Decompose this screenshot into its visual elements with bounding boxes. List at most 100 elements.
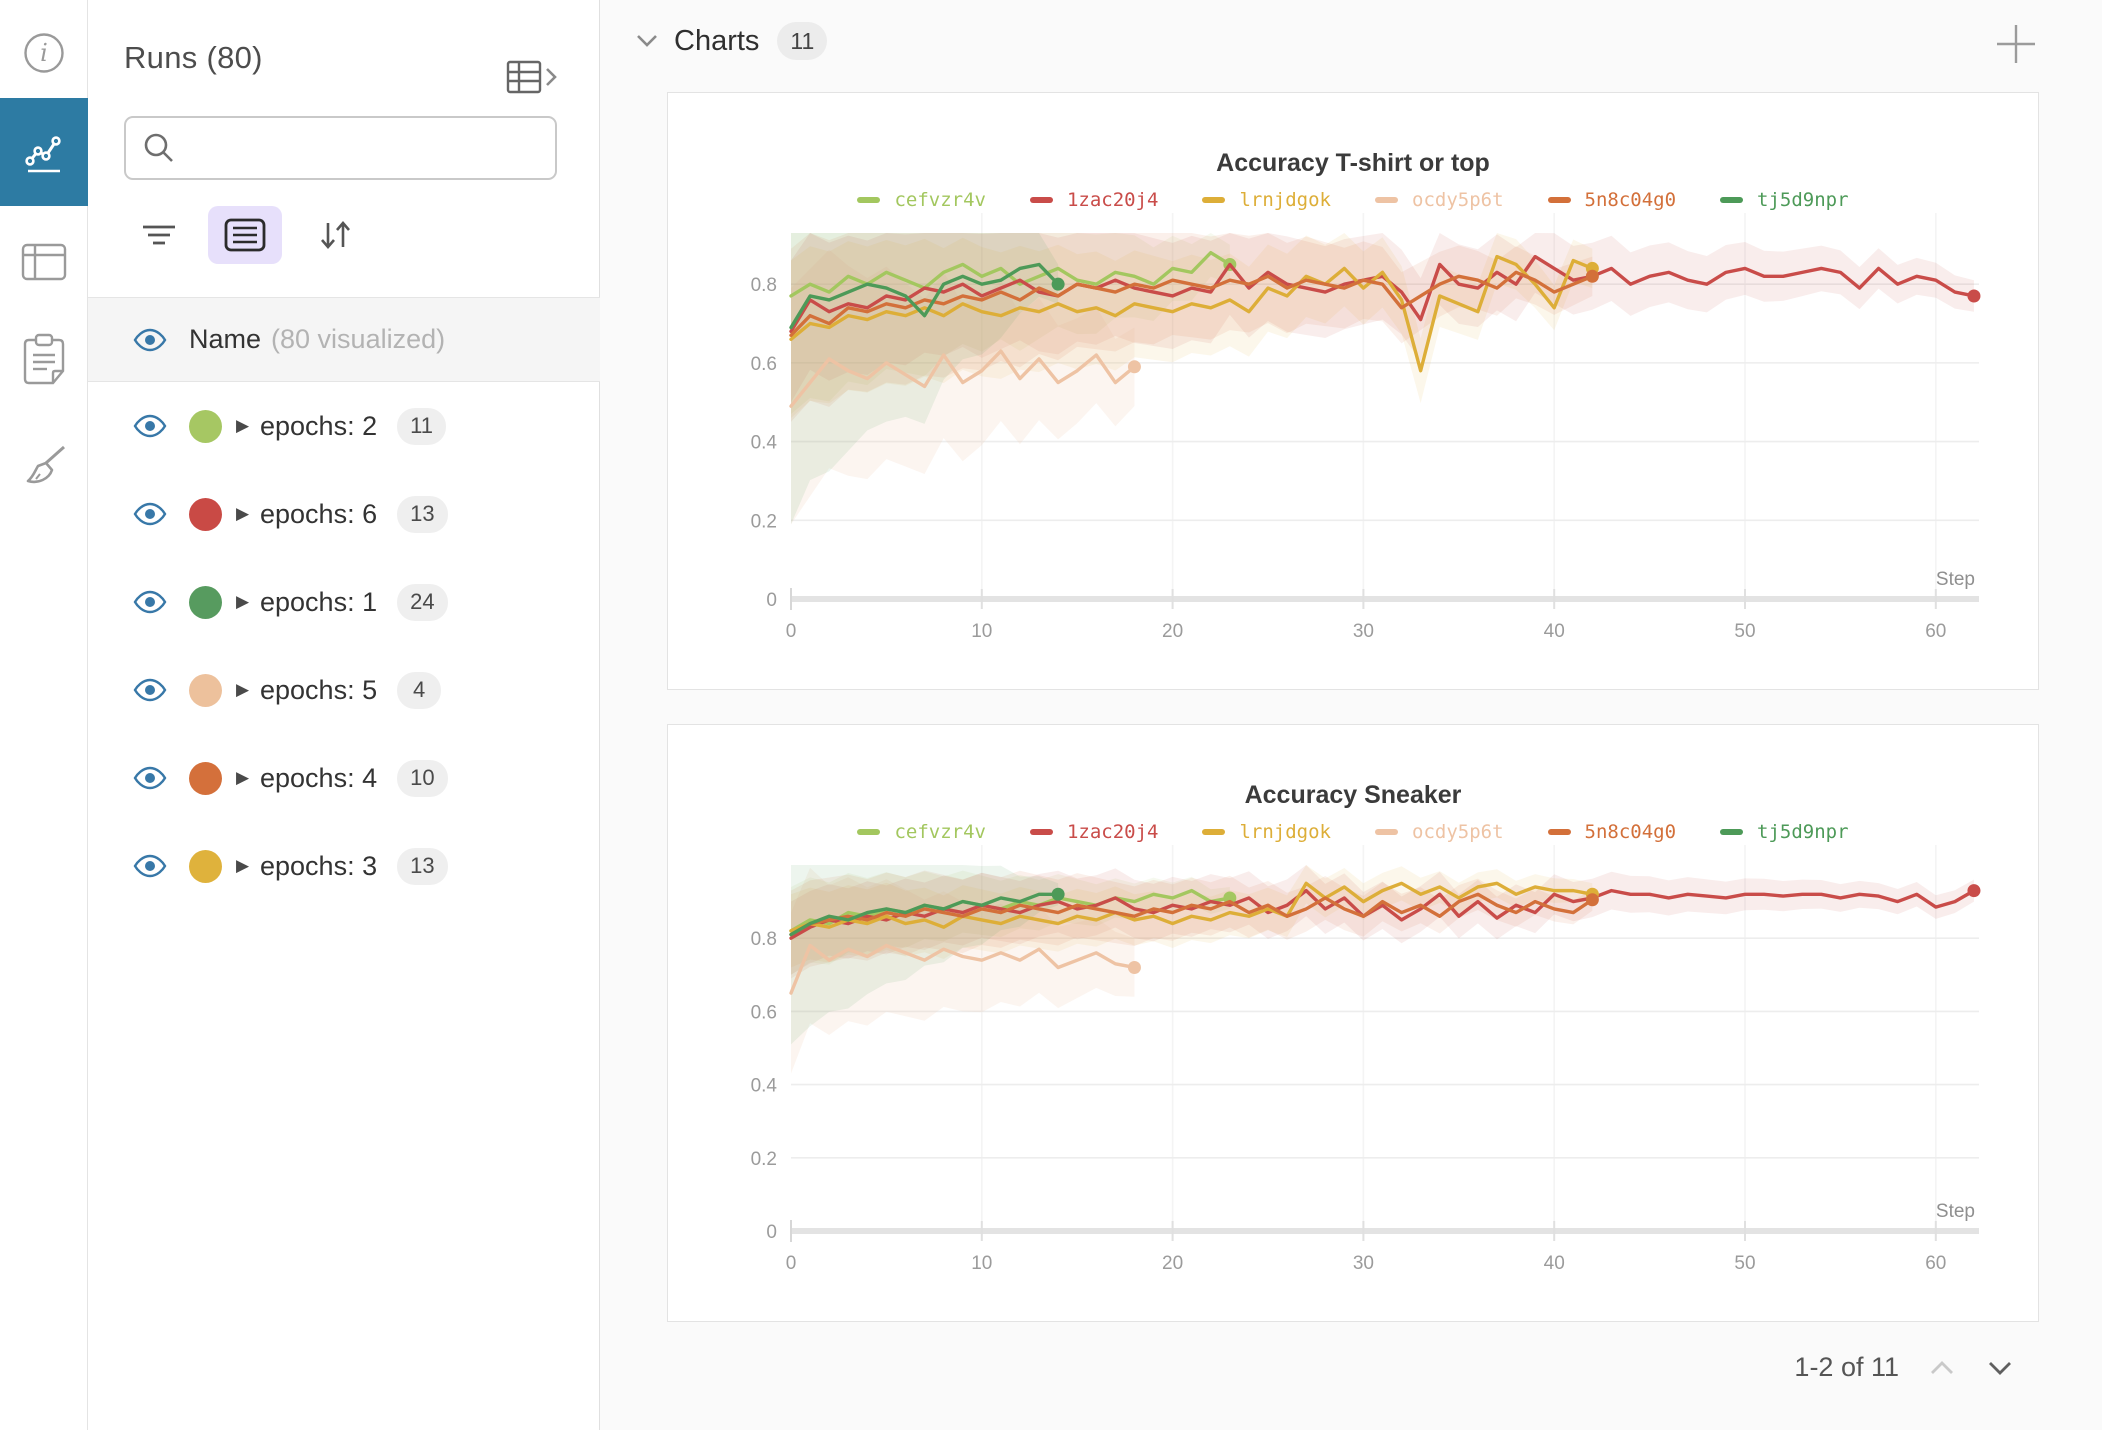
legend-run-id: 1zac20j4 bbox=[1066, 821, 1159, 843]
legend-item[interactable]: cefvzr4v bbox=[857, 821, 986, 843]
run-count-badge: 24 bbox=[397, 583, 448, 621]
run-color-dot bbox=[189, 585, 222, 619]
sweep-brush-icon[interactable] bbox=[0, 432, 88, 502]
legend-dash bbox=[1029, 829, 1053, 835]
svg-text:0.6: 0.6 bbox=[751, 1002, 777, 1023]
page-up-icon[interactable] bbox=[1927, 1359, 1957, 1377]
sort-icon[interactable] bbox=[300, 218, 370, 252]
svg-text:Step: Step bbox=[1936, 1201, 1975, 1222]
legend-run-id: 5n8c04g0 bbox=[1584, 189, 1677, 211]
run-count-badge: 13 bbox=[397, 847, 448, 885]
svg-text:0.2: 0.2 bbox=[751, 1149, 777, 1170]
svg-text:0: 0 bbox=[786, 621, 797, 642]
expand-caret-icon[interactable]: ▶ bbox=[236, 768, 250, 787]
eye-icon[interactable] bbox=[133, 328, 167, 352]
expand-table-icon[interactable] bbox=[506, 60, 558, 101]
legend-item[interactable]: lrnjdgok bbox=[1202, 821, 1331, 843]
svg-text:0: 0 bbox=[766, 1222, 777, 1243]
list-view-icon bbox=[224, 218, 266, 252]
expand-caret-icon[interactable]: ▶ bbox=[236, 504, 250, 523]
svg-text:30: 30 bbox=[1353, 621, 1374, 642]
legend-dash bbox=[1375, 829, 1398, 835]
chevron-down-icon[interactable] bbox=[634, 32, 660, 50]
info-icon[interactable]: i bbox=[0, 30, 88, 76]
chart-panel-card[interactable]: Accuracy T-shirt or top cefvzr4v 1zac20j4… bbox=[667, 92, 2039, 690]
legend-item[interactable]: 1zac20j4 bbox=[1029, 821, 1159, 843]
eye-icon[interactable] bbox=[133, 414, 167, 438]
eye-icon[interactable] bbox=[133, 678, 167, 702]
run-group-label: epochs: 5 bbox=[260, 674, 378, 705]
run-group-row[interactable]: ▶ epochs: 3 13 bbox=[88, 822, 600, 910]
run-color-dot bbox=[189, 849, 222, 883]
svg-text:50: 50 bbox=[1734, 1253, 1755, 1274]
expand-caret-icon[interactable]: ▶ bbox=[236, 416, 250, 435]
run-search-input[interactable] bbox=[188, 134, 555, 162]
eye-icon[interactable] bbox=[133, 854, 167, 878]
legend-run-id: 1zac20j4 bbox=[1066, 189, 1159, 211]
chart-legend: cefvzr4v 1zac20j4 lrnjdgok ocdy5p6t 5n8c04g0… bbox=[668, 189, 2038, 211]
eye-icon[interactable] bbox=[133, 766, 167, 790]
legend-item[interactable]: 5n8c04g0 bbox=[1547, 821, 1677, 843]
legend-run-id: 5n8c04g0 bbox=[1584, 821, 1677, 843]
svg-text:0: 0 bbox=[766, 590, 777, 611]
list-view-toggle[interactable] bbox=[208, 206, 282, 264]
run-group-label: epochs: 4 bbox=[260, 762, 378, 793]
legend-dash bbox=[1029, 197, 1053, 203]
svg-text:10: 10 bbox=[971, 621, 992, 642]
runs-list-header[interactable]: Name (80 visualized) bbox=[88, 297, 600, 382]
svg-text:40: 40 bbox=[1544, 1253, 1565, 1274]
eye-icon[interactable] bbox=[133, 590, 167, 614]
legend-item[interactable]: ocdy5p6t bbox=[1375, 821, 1504, 843]
runs-list: ▶ epochs: 2 11 ▶ epochs: 6 13 ▶ epochs: … bbox=[88, 382, 600, 910]
legend-item[interactable]: 1zac20j4 bbox=[1029, 189, 1159, 211]
run-group-row[interactable]: ▶ epochs: 1 24 bbox=[88, 558, 600, 646]
page-down-icon[interactable] bbox=[1985, 1359, 2015, 1377]
notes-icon[interactable] bbox=[0, 328, 88, 392]
expand-caret-icon[interactable]: ▶ bbox=[236, 856, 250, 875]
legend-dash bbox=[1375, 197, 1398, 203]
svg-text:i: i bbox=[40, 39, 48, 67]
svg-text:0.8: 0.8 bbox=[751, 929, 777, 950]
legend-item[interactable]: ocdy5p6t bbox=[1375, 189, 1504, 211]
charts-section-header[interactable]: Charts 11 bbox=[634, 22, 828, 60]
legend-item[interactable]: lrnjdgok bbox=[1202, 189, 1331, 211]
legend-run-id: lrnjdgok bbox=[1239, 189, 1331, 211]
svg-text:0.4: 0.4 bbox=[751, 1076, 778, 1097]
svg-text:Step: Step bbox=[1936, 569, 1975, 590]
run-group-label: epochs: 6 bbox=[260, 498, 378, 529]
legend-run-id: tj5d9npr bbox=[1757, 189, 1849, 211]
svg-text:60: 60 bbox=[1925, 1253, 1946, 1274]
legend-dash bbox=[1202, 829, 1226, 835]
run-group-row[interactable]: ▶ epochs: 5 4 bbox=[88, 646, 600, 734]
workspace-charts-icon[interactable] bbox=[0, 98, 88, 206]
filter-icon[interactable] bbox=[124, 220, 194, 250]
eye-icon[interactable] bbox=[133, 502, 167, 526]
svg-text:60: 60 bbox=[1925, 621, 1946, 642]
legend-item[interactable]: tj5d9npr bbox=[1720, 189, 1849, 211]
charts-count-badge: 11 bbox=[777, 22, 828, 60]
run-group-label: epochs: 3 bbox=[260, 850, 378, 881]
run-group-row[interactable]: ▶ epochs: 6 13 bbox=[88, 470, 600, 558]
runs-table-icon[interactable] bbox=[0, 238, 88, 288]
run-color-dot bbox=[189, 673, 222, 707]
expand-caret-icon[interactable]: ▶ bbox=[236, 680, 250, 699]
legend-item[interactable]: 5n8c04g0 bbox=[1547, 189, 1677, 211]
list-header-visualized: (80 visualized) bbox=[271, 324, 446, 354]
legend-run-id: tj5d9npr bbox=[1757, 821, 1849, 843]
legend-dash bbox=[857, 829, 881, 835]
run-count-badge: 4 bbox=[397, 671, 442, 709]
run-group-row[interactable]: ▶ epochs: 2 11 bbox=[88, 382, 600, 470]
run-count-badge: 11 bbox=[397, 407, 446, 445]
run-search-box[interactable] bbox=[124, 116, 557, 180]
legend-dash bbox=[1547, 197, 1571, 203]
run-color-dot bbox=[189, 497, 222, 531]
expand-caret-icon[interactable]: ▶ bbox=[236, 592, 250, 611]
legend-item[interactable]: cefvzr4v bbox=[857, 189, 986, 211]
legend-item[interactable]: tj5d9npr bbox=[1720, 821, 1849, 843]
svg-text:0.6: 0.6 bbox=[751, 354, 777, 375]
chart-panel-card[interactable]: Accuracy Sneaker cefvzr4v 1zac20j4 lrnjdgo… bbox=[667, 724, 2039, 1322]
run-color-dot bbox=[189, 761, 222, 795]
legend-dash bbox=[1202, 197, 1226, 203]
run-group-row[interactable]: ▶ epochs: 4 10 bbox=[88, 734, 600, 822]
add-panel-icon[interactable] bbox=[1993, 21, 2039, 72]
